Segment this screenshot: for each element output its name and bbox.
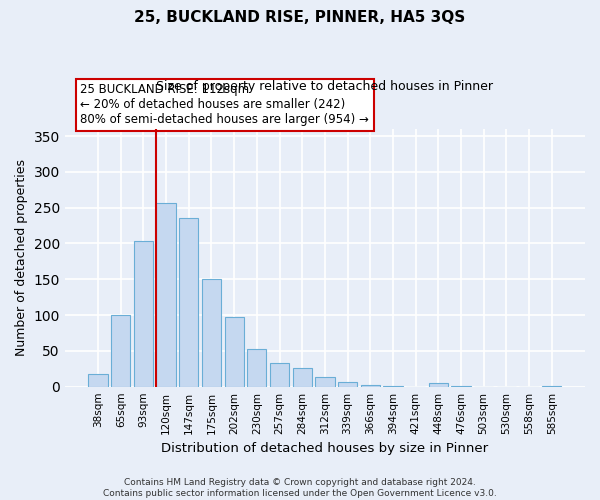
Bar	[111, 315, 130, 386]
Text: Contains HM Land Registry data © Crown copyright and database right 2024.
Contai: Contains HM Land Registry data © Crown c…	[103, 478, 497, 498]
Bar	[270, 363, 289, 386]
Bar	[134, 240, 153, 386]
Bar	[202, 280, 221, 386]
Text: 25 BUCKLAND RISE: 112sqm
← 20% of detached houses are smaller (242)
80% of semi-: 25 BUCKLAND RISE: 112sqm ← 20% of detach…	[80, 84, 369, 126]
Bar	[315, 376, 335, 386]
X-axis label: Distribution of detached houses by size in Pinner: Distribution of detached houses by size …	[161, 442, 488, 455]
Bar	[179, 218, 199, 386]
Title: Size of property relative to detached houses in Pinner: Size of property relative to detached ho…	[157, 80, 493, 93]
Bar	[157, 204, 176, 386]
Bar	[88, 374, 108, 386]
Y-axis label: Number of detached properties: Number of detached properties	[15, 160, 28, 356]
Bar	[247, 350, 266, 387]
Bar	[338, 382, 357, 386]
Text: 25, BUCKLAND RISE, PINNER, HA5 3QS: 25, BUCKLAND RISE, PINNER, HA5 3QS	[134, 10, 466, 25]
Bar	[428, 383, 448, 386]
Bar	[293, 368, 312, 386]
Bar	[361, 385, 380, 386]
Bar	[224, 317, 244, 386]
